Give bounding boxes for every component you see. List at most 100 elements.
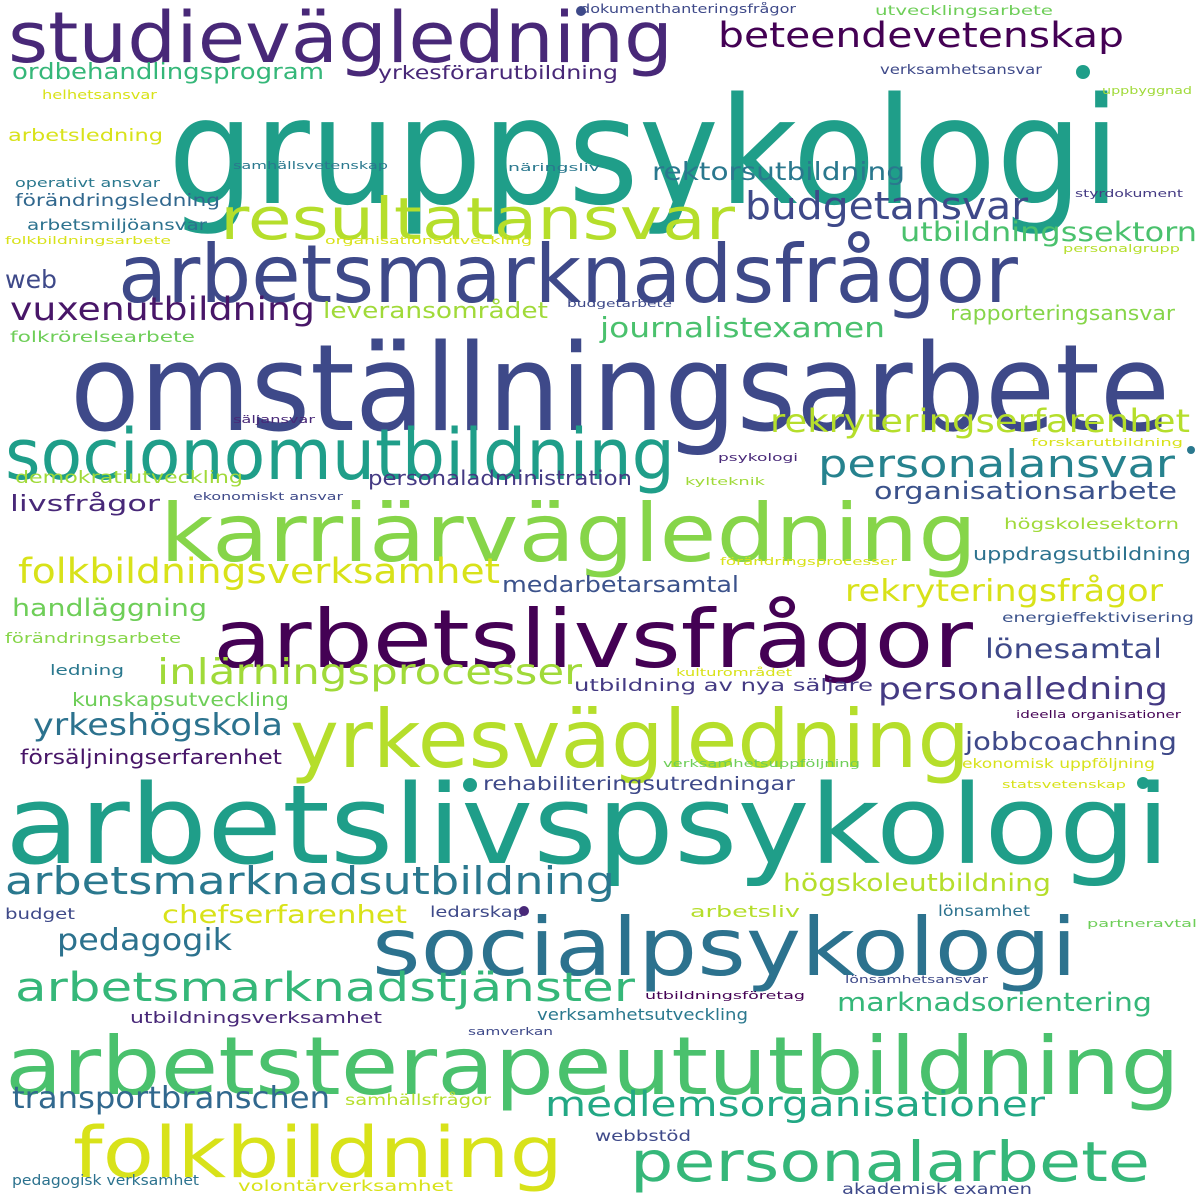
cloud-word: arbetsliv bbox=[690, 902, 800, 921]
cloud-word: samhällsvetenskap bbox=[233, 159, 389, 172]
cloud-word: inlärningsprocesser bbox=[157, 652, 583, 693]
cloud-word: arbetsmarknadstjänster bbox=[15, 965, 635, 1011]
cloud-word: personalledning bbox=[878, 672, 1168, 707]
cloud-word: högskolesektorn bbox=[1004, 515, 1179, 533]
cloud-word: folkbildningsarbete bbox=[5, 234, 172, 247]
cloud-word: beteendevetenskap bbox=[718, 16, 1124, 56]
cloud-word: lönsamhetsansvar bbox=[845, 973, 989, 986]
cloud-word: budgetansvar bbox=[745, 184, 1028, 228]
cloud-word: pedagogisk verksamhet bbox=[12, 1173, 199, 1189]
cloud-word: ledning bbox=[50, 663, 124, 679]
cloud-word: rapporteringsansvar bbox=[950, 301, 1176, 325]
cloud-word: arbetslivspsykologi bbox=[5, 761, 1171, 889]
cloud-word: lönsamhet bbox=[938, 902, 1031, 920]
cloud-word: ledarskap bbox=[430, 903, 525, 921]
cloud-word: vuxenutbildning bbox=[10, 290, 315, 328]
cloud-word: verksamhetsansvar bbox=[880, 63, 1042, 78]
cloud-word: arbetsmarknadsfrågor bbox=[118, 228, 1018, 321]
cloud-word: ekonomiskt ansvar bbox=[193, 490, 343, 503]
cloud-word: personaladministration bbox=[368, 466, 633, 490]
cloud-word: ekonomisk uppföljning bbox=[962, 757, 1155, 772]
cloud-word: medarbetarsamtal bbox=[502, 573, 740, 598]
cloud-word: socionomutbildning bbox=[5, 414, 675, 496]
cloud-dot bbox=[1137, 777, 1149, 789]
cloud-word: arbetsterapeututbildning bbox=[5, 1020, 1180, 1113]
cloud-word: partneravtal bbox=[1087, 917, 1198, 930]
cloud-word: budgetarbete bbox=[567, 297, 673, 310]
cloud-word: volontärverksamhet bbox=[238, 1177, 453, 1195]
cloud-word: folkbildning bbox=[73, 1112, 563, 1194]
cloud-word: yrkeshögskola bbox=[33, 708, 283, 743]
cloud-word: medlemsorganisationer bbox=[545, 1085, 1046, 1125]
cloud-word: styrdokument bbox=[1075, 187, 1184, 200]
cloud-word: karriärvägledning bbox=[160, 487, 977, 580]
cloud-word: arbetsledning bbox=[8, 126, 163, 146]
cloud-word: webbstöd bbox=[595, 1127, 692, 1145]
cloud-word: jobbcoachning bbox=[965, 727, 1177, 756]
cloud-word: högskoleutbildning bbox=[783, 869, 1052, 897]
cloud-dot bbox=[463, 778, 477, 792]
cloud-word: studievägledning bbox=[8, 0, 673, 79]
cloud-word: samhällsfrågor bbox=[345, 1091, 492, 1109]
cloud-word: arbetsmarknadsutbildning bbox=[5, 859, 615, 903]
cloud-word: demokratiutveckling bbox=[15, 468, 243, 488]
cloud-word: folkbildningsverksamhet bbox=[18, 552, 501, 592]
cloud-word: organisationsutveckling bbox=[325, 234, 533, 247]
cloud-word: transportbranschen bbox=[12, 1081, 331, 1116]
cloud-word: budget bbox=[5, 905, 76, 923]
cloud-word: kylteknik bbox=[685, 475, 765, 488]
cloud-word: gruppsykologi bbox=[168, 66, 1121, 238]
cloud-word: kunskapsutveckling bbox=[72, 689, 290, 711]
cloud-word: personalansvar bbox=[818, 442, 1176, 486]
cloud-word: yrkesförarutbildning bbox=[378, 62, 619, 84]
cloud-word: lönesamtal bbox=[985, 634, 1163, 665]
cloud-word: näringsliv bbox=[508, 161, 600, 174]
cloud-word: operativt ansvar bbox=[15, 176, 161, 190]
cloud-word: chefserfarenhet bbox=[162, 900, 408, 929]
cloud-word: säljansvar bbox=[233, 413, 315, 426]
cloud-word: helhetsansvar bbox=[42, 88, 157, 102]
cloud-word: dokumenthanteringsfrågor bbox=[580, 2, 797, 16]
cloud-word: omställningsarbete bbox=[70, 320, 1170, 459]
cloud-word: journalistexamen bbox=[600, 311, 885, 344]
cloud-word: forskarutbildning bbox=[1031, 436, 1183, 449]
cloud-word: rektorsutbildning bbox=[652, 157, 906, 186]
cloud-word: arbetslivsfrågor bbox=[213, 593, 974, 686]
cloud-word: ideella organisationer bbox=[1016, 708, 1182, 721]
cloud-word: leveransområdet bbox=[323, 299, 548, 324]
cloud-word: arbetsmiljöansvar bbox=[27, 216, 207, 234]
cloud-dot bbox=[1187, 446, 1195, 454]
cloud-word: förändringsledning bbox=[15, 191, 220, 211]
cloud-word: akademisk examen bbox=[842, 1180, 1033, 1198]
cloud-word: energieffektivisering bbox=[1002, 611, 1194, 626]
cloud-word: förändringsprocesser bbox=[720, 555, 898, 568]
cloud-word: uppbyggnad bbox=[1102, 84, 1193, 97]
cloud-word: förändringsarbete bbox=[5, 631, 181, 647]
cloud-word: marknadsorientering bbox=[837, 988, 1152, 1018]
cloud-dot bbox=[1076, 65, 1090, 79]
cloud-word: utbildningsverksamhet bbox=[130, 1008, 383, 1027]
cloud-word: yrkesvägledning bbox=[290, 693, 971, 786]
cloud-word: rekryteringsfrågor bbox=[845, 574, 1163, 609]
cloud-word: pedagogik bbox=[57, 923, 233, 958]
cloud-word: folkrörelsearbete bbox=[10, 328, 196, 346]
cloud-word: socialpsykologi bbox=[372, 901, 1078, 994]
cloud-word: psykologi bbox=[718, 451, 798, 464]
cloud-word: utbildningssektorn bbox=[900, 217, 1198, 248]
cloud-word: utbildningsföretag bbox=[645, 989, 805, 1002]
cloud-word: resultatansvar bbox=[220, 185, 736, 253]
cloud-dot bbox=[519, 906, 529, 916]
cloud-word: statsvetenskap bbox=[1002, 778, 1127, 791]
cloud-word: kulturområdet bbox=[676, 666, 793, 679]
cloud-word: organisationsarbete bbox=[874, 477, 1177, 505]
cloud-dot bbox=[576, 6, 586, 16]
cloud-word: personalgrupp bbox=[1063, 242, 1181, 255]
cloud-word: rehabiliteringsutredningar bbox=[483, 773, 795, 795]
cloud-word: utbildning av nya säljare bbox=[574, 676, 873, 696]
cloud-word: verksamhetsuppföljning bbox=[663, 757, 860, 770]
cloud-word: livsfrågor bbox=[10, 492, 160, 517]
cloud-word: verksamhetsutveckling bbox=[537, 1005, 749, 1024]
cloud-word: web bbox=[5, 265, 57, 294]
cloud-word: handläggning bbox=[12, 594, 208, 622]
